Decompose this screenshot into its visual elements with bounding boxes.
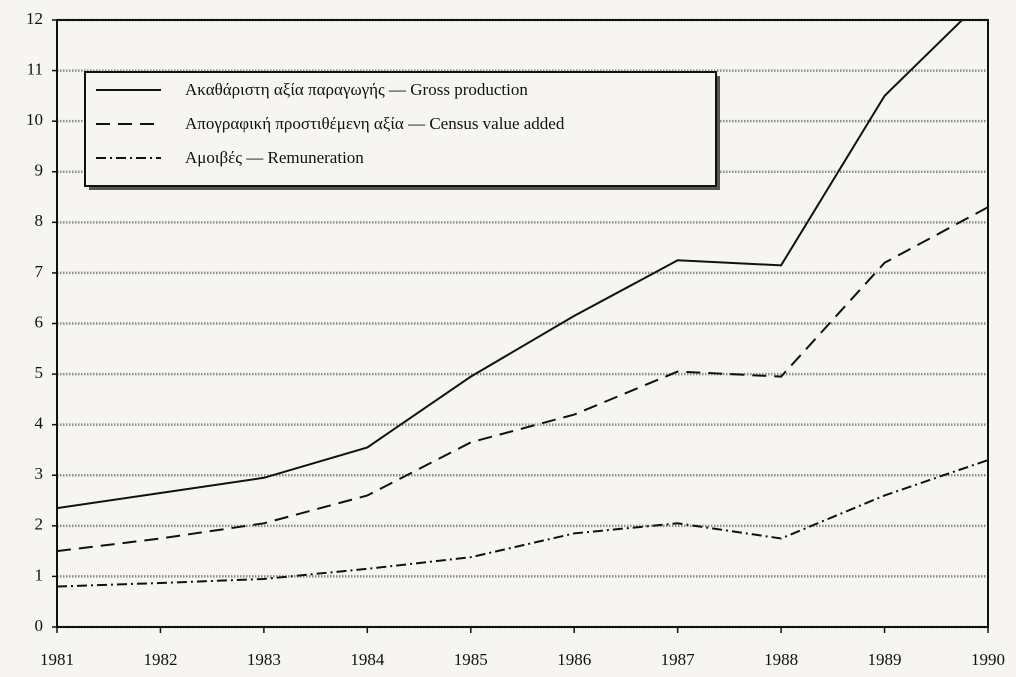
y-tick-label: 3 (35, 464, 44, 483)
y-tick-label: 2 (35, 515, 44, 534)
x-tick-label: 1990 (971, 650, 1005, 669)
x-tick-label: 1987 (661, 650, 696, 669)
y-tick-label: 6 (35, 312, 44, 331)
x-tick-label: 1985 (454, 650, 488, 669)
legend-label: Ακαθάριστη αξία παραγωγής — Gross produc… (185, 80, 528, 99)
y-tick-label: 5 (35, 363, 44, 382)
x-tick-label: 1988 (764, 650, 798, 669)
y-tick-label: 7 (35, 262, 44, 281)
lines (57, 20, 988, 588)
legend-label: Αμοιβές — Remuneration (185, 148, 364, 167)
y-tick-label: 8 (35, 211, 44, 230)
y-tick-label: 0 (35, 616, 44, 635)
x-tick-label: 1981 (40, 650, 74, 669)
series-line (57, 459, 988, 588)
legend-label: Απογραφική προστιθέμενη αξία — Census va… (185, 114, 565, 133)
legend: Ακαθάριστη αξία παραγωγής — Gross produc… (84, 71, 720, 190)
y-tick-label: 12 (26, 9, 43, 28)
legend-box (84, 71, 717, 187)
y-tick-label: 1 (35, 565, 44, 584)
x-tick-label: 1989 (868, 650, 902, 669)
x-tick-label: 1986 (557, 650, 591, 669)
x-tick-label: 1983 (247, 650, 281, 669)
x-tick-label: 1984 (350, 650, 385, 669)
y-tick-label: 11 (27, 59, 43, 78)
y-tick-label: 4 (35, 414, 44, 433)
series-line (57, 20, 964, 510)
series-line (57, 206, 988, 553)
x-tick-label: 1982 (143, 650, 177, 669)
y-tick-label: 10 (26, 110, 43, 129)
y-tick-label: 9 (35, 161, 44, 180)
